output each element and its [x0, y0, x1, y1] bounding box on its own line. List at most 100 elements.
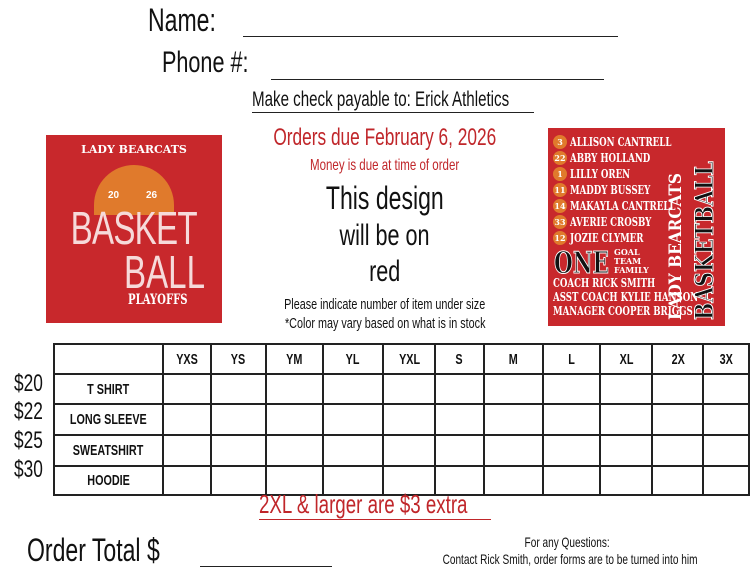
quantity-cell[interactable]	[434, 373, 485, 405]
roster-player: 33 AVERIE CROSBY	[553, 214, 717, 230]
quantity-cell[interactable]	[482, 403, 545, 436]
quantity-cell[interactable]	[434, 434, 485, 467]
jersey-number: 1	[553, 166, 567, 181]
quantity-cell[interactable]	[599, 403, 654, 436]
quantity-cell[interactable]	[382, 465, 437, 496]
roster-player: 14 MAKAYLA CANTRELL	[553, 198, 717, 214]
quantity-cell[interactable]	[651, 465, 705, 496]
quantity-cell[interactable]	[264, 434, 324, 467]
quantity-cell[interactable]	[482, 465, 545, 496]
item-name: T SHIRT	[87, 380, 130, 398]
quantity-cell[interactable]	[542, 373, 602, 405]
quantity-cell[interactable]	[161, 373, 212, 405]
quantity-cell[interactable]	[161, 434, 212, 467]
size-label: XL	[619, 350, 634, 368]
quantity-cell[interactable]	[702, 373, 750, 405]
item-price: $22	[14, 398, 43, 425]
quantity-cell[interactable]	[161, 465, 212, 496]
player-name: MADDY BUSSEY	[570, 182, 651, 197]
manager: MANAGER COOPER BRIGGS	[553, 304, 693, 318]
quantity-cell[interactable]	[209, 434, 267, 467]
logo-word-basket: BASKET	[70, 202, 198, 254]
roster-player: 3 ALLISON CANTRELL	[553, 134, 717, 150]
quantity-cell[interactable]	[542, 465, 602, 496]
quantity-cell[interactable]	[161, 403, 212, 436]
quantity-cell[interactable]	[482, 434, 545, 467]
quantity-cell[interactable]	[382, 373, 437, 405]
quantity-cell[interactable]	[599, 373, 654, 405]
item-price: $30	[14, 456, 43, 483]
quantity-cell[interactable]	[599, 465, 654, 496]
quantity-cell[interactable]	[542, 403, 602, 436]
quantity-cell[interactable]	[264, 373, 324, 405]
size-header: YXS	[161, 343, 212, 375]
phone-field[interactable]	[271, 79, 604, 80]
size-header: YS	[209, 343, 267, 375]
quantity-cell[interactable]	[702, 403, 750, 436]
quantity-cell[interactable]	[209, 403, 267, 436]
jersey-number: 3	[553, 134, 567, 149]
vertical-basketball: BASKETBALL	[690, 161, 720, 321]
order-total-field[interactable]	[200, 566, 332, 567]
item-name: SWEATSHIRT	[73, 442, 144, 459]
quantity-cell[interactable]	[321, 434, 385, 467]
order-table: YXS YS YM YL YXL S M L XL 2X 3X T SHIRT LONG SLEEVE S…	[53, 343, 750, 496]
size-header: 2X	[651, 343, 705, 375]
logo-word-ball: BALL	[124, 246, 206, 298]
slogan: GOAL TEAM FAMILY	[614, 247, 649, 275]
money-due: Money is due at time of order	[310, 157, 460, 174]
coach: COACH RICK SMITH	[553, 276, 656, 290]
year-right: 26	[146, 190, 158, 201]
size-header: M	[482, 343, 545, 375]
quantity-cell[interactable]	[434, 403, 485, 436]
header-corner-cell	[53, 343, 164, 375]
quantity-cell[interactable]	[651, 434, 705, 467]
quantity-cell[interactable]	[321, 373, 385, 405]
vertical-lady-bearcats: LADY BEARCATS	[666, 173, 686, 320]
size-label: M	[508, 350, 518, 368]
roster-player: 22 ABBY HOLLAND	[553, 150, 717, 166]
quantity-cell[interactable]	[209, 465, 267, 496]
quantity-cell[interactable]	[382, 403, 437, 436]
quantity-cell[interactable]	[702, 465, 750, 496]
item-price: $25	[14, 427, 43, 454]
size-label: YXL	[398, 350, 420, 368]
table-row: SWEATSHIRT	[53, 434, 750, 467]
color-note: *Color may vary based on what is in stoc…	[284, 315, 486, 332]
size-label: 3X	[719, 350, 733, 368]
quantity-cell[interactable]	[599, 434, 654, 467]
player-name: AVERIE CROSBY	[570, 214, 652, 229]
quantity-cell[interactable]	[321, 465, 385, 496]
questions-line-2: Contact Rick Smith, order forms are to b…	[442, 551, 698, 567]
roster-player: 12 JOZIE CLYMER	[553, 230, 717, 246]
size-label: YS	[230, 350, 246, 368]
phone-label: Phone #:	[162, 46, 249, 79]
name-field[interactable]	[243, 36, 618, 37]
quantity-cell[interactable]	[651, 403, 705, 436]
quantity-cell[interactable]	[542, 434, 602, 467]
quantity-cell[interactable]	[321, 403, 385, 436]
quantity-cell[interactable]	[209, 373, 267, 405]
item-name-cell: T SHIRT	[53, 373, 164, 405]
size-header: YXL	[382, 343, 437, 375]
item-name-cell: SWEATSHIRT	[53, 434, 164, 467]
table-row: LONG SLEEVE	[53, 403, 750, 436]
size-header: YM	[264, 343, 324, 375]
quantity-cell[interactable]	[482, 373, 545, 405]
player-name: MAKAYLA CANTRELL	[570, 198, 676, 213]
basketball-playoffs-logo: LADY BEARCATS 20 26 BASKET BALL PLAYOFFS	[46, 135, 222, 323]
size-label: S	[455, 350, 464, 368]
quantity-cell[interactable]	[382, 434, 437, 467]
indicate-note: Please indicate number of item under siz…	[284, 296, 486, 313]
size-label: 2X	[671, 350, 685, 368]
quantity-cell[interactable]	[264, 403, 324, 436]
quantity-cell[interactable]	[434, 465, 485, 496]
roster-logo: 3 ALLISON CANTRELL 22 ABBY HOLLAND 1 LILLY OR…	[548, 128, 725, 326]
jersey-number: 22	[553, 150, 567, 165]
roster-player: 11 MADDY BUSSEY	[553, 182, 717, 198]
quantity-cell[interactable]	[651, 373, 705, 405]
jersey-number: 12	[553, 230, 567, 245]
quantity-cell[interactable]	[702, 434, 750, 467]
quantity-cell[interactable]	[264, 465, 324, 496]
questions-line-1: For any Questions:	[524, 534, 611, 550]
